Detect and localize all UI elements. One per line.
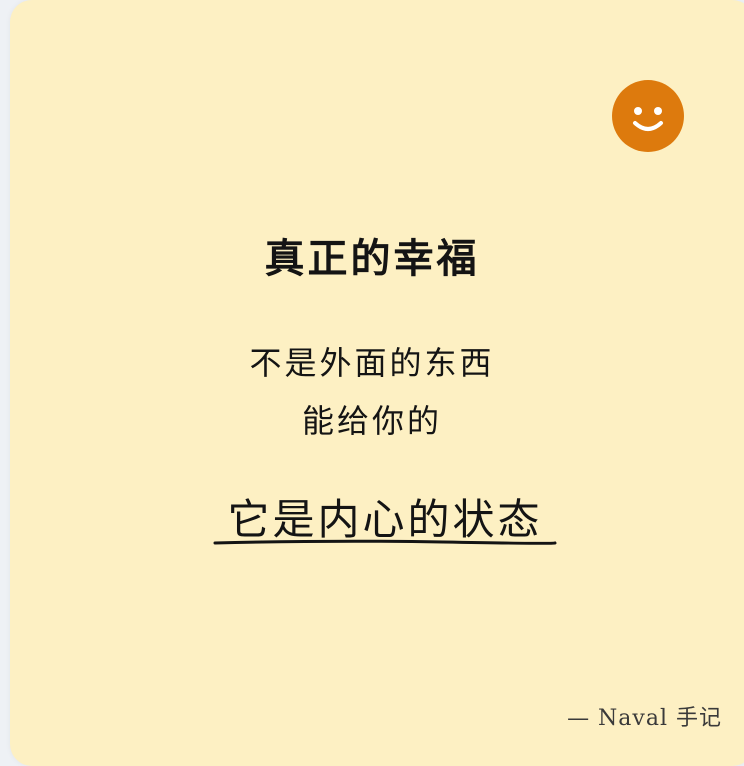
quote-line-1: 不是外面的东西 bbox=[249, 344, 495, 382]
smiley-face-icon bbox=[612, 80, 684, 152]
quote-card: 真正的幸福 不是外面的东西 能给你的 它是内心的状态 — Naval 手记 bbox=[10, 0, 744, 766]
emphasis-underline bbox=[213, 539, 557, 545]
quote-line-2: 能给你的 bbox=[301, 402, 442, 440]
signature: — Naval 手记 bbox=[567, 706, 722, 731]
quote-emphasis: 它是内心的状态 bbox=[227, 495, 543, 544]
quote-title: 真正的幸福 bbox=[264, 235, 480, 282]
smiley-face-glyph bbox=[633, 107, 663, 131]
